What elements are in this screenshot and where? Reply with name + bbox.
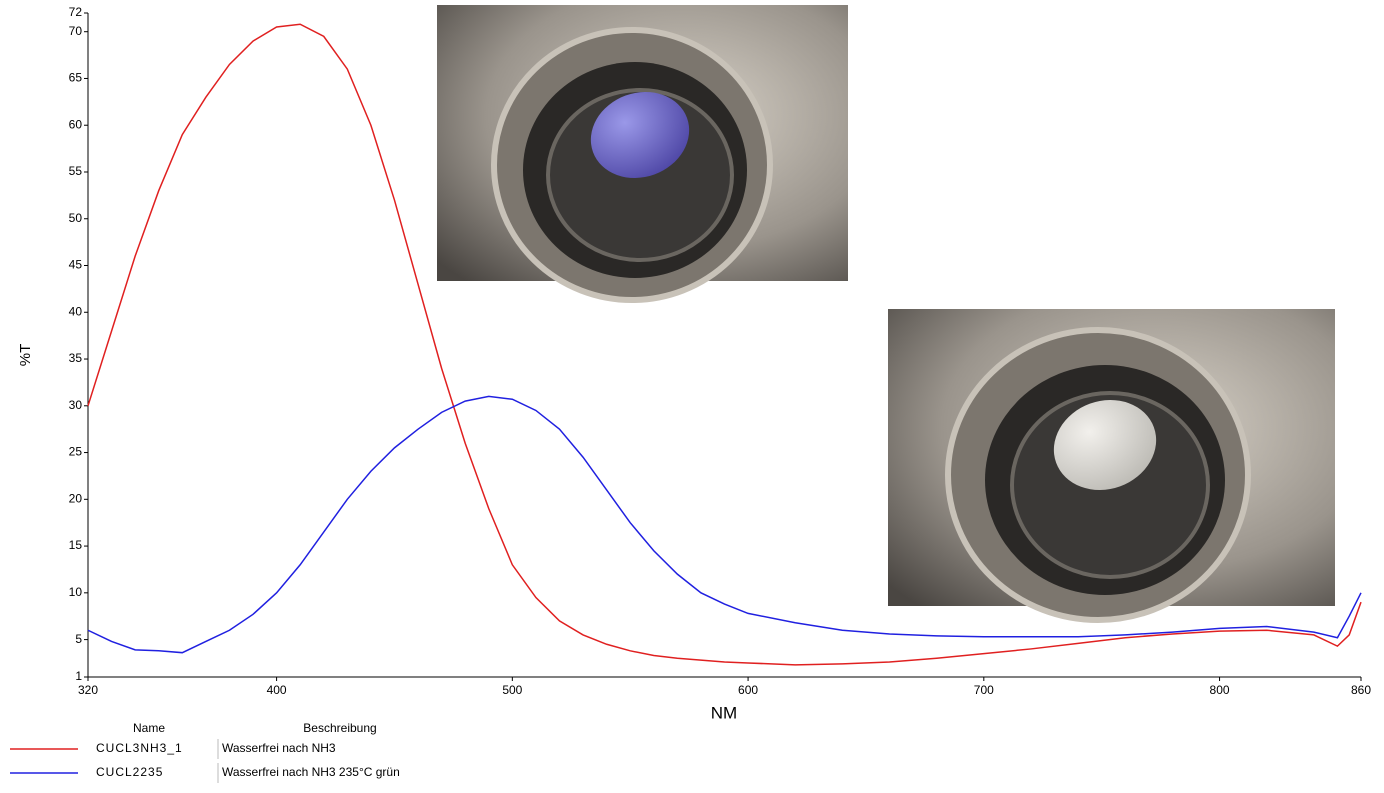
y-tick-label: 70 <box>69 24 83 38</box>
y-tick-label: 5 <box>75 632 82 646</box>
x-tick-label: 400 <box>267 683 287 697</box>
x-axis-label: NM <box>711 703 737 722</box>
x-tick-label: 800 <box>1210 683 1230 697</box>
legend-header: Name <box>133 721 165 735</box>
y-tick-label: 60 <box>69 117 83 131</box>
y-tick-label: 25 <box>69 445 83 459</box>
y-tick-label: 45 <box>69 258 83 272</box>
x-tick-label: 500 <box>502 683 522 697</box>
legend-box <box>217 739 219 759</box>
legend-box <box>217 763 219 783</box>
y-tick-label: 15 <box>69 538 83 552</box>
y-tick-label: 20 <box>69 491 83 505</box>
x-tick-label: 600 <box>738 683 758 697</box>
y-tick-label: 72 <box>69 5 83 19</box>
y-axis-label: %T <box>17 344 34 367</box>
y-tick-label: 1 <box>75 669 82 683</box>
x-tick-label: 700 <box>974 683 994 697</box>
x-tick-label: 860 <box>1351 683 1371 697</box>
y-tick-label: 50 <box>69 211 83 225</box>
photo-white-sample <box>888 309 1335 623</box>
y-tick-label: 35 <box>69 351 83 365</box>
y-tick-label: 40 <box>69 304 83 318</box>
y-tick-label: 65 <box>69 71 83 85</box>
legend-description: Wasserfrei nach NH3 235°C grün <box>222 765 400 779</box>
x-tick-label: 320 <box>78 683 98 697</box>
y-tick-label: 55 <box>69 164 83 178</box>
legend-description: Wasserfrei nach NH3 <box>222 741 336 755</box>
y-tick-label: 10 <box>69 585 83 599</box>
legend-header: Beschreibung <box>303 721 376 735</box>
legend-name: CUCL2235 <box>96 765 163 779</box>
legend-name: CUCL3NH3_1 <box>96 741 183 755</box>
y-tick-label: 30 <box>69 398 83 412</box>
photo-blue-sample <box>437 5 848 303</box>
line-series <box>87 23 1362 666</box>
line-series <box>87 395 1362 654</box>
